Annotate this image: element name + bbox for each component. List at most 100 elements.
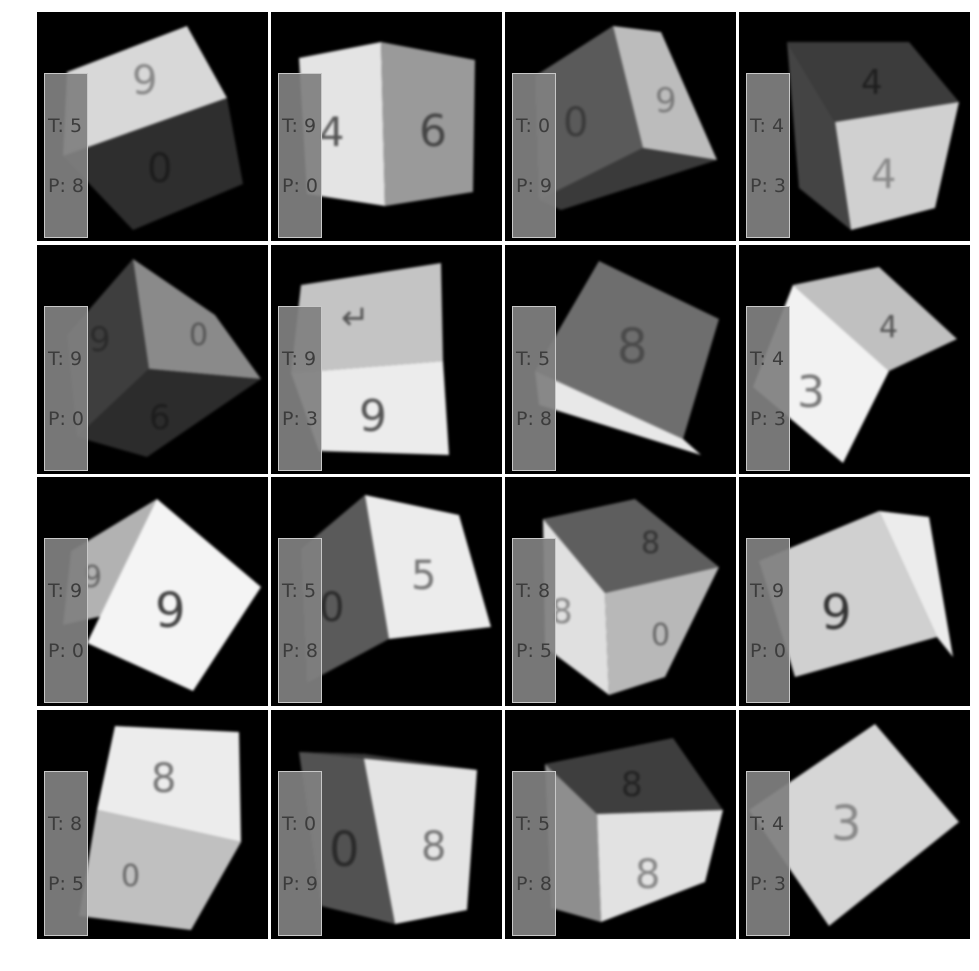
svg-text:9: 9 (655, 81, 677, 121)
cube-image: 8 0 (79, 726, 241, 930)
grid-cell: 9 T: 9 P: 0 (739, 477, 970, 706)
prediction-label: T: 5 P: 8 (278, 538, 323, 703)
svg-text:6: 6 (419, 106, 447, 157)
prediction-label: T: 9 P: 0 (44, 538, 89, 703)
svg-text:0: 0 (319, 585, 344, 631)
true-label: T: 5 (516, 348, 551, 370)
svg-text:5: 5 (411, 553, 436, 599)
cube-image: 0 8 (299, 752, 477, 924)
predicted-label: P: 5 (48, 873, 84, 895)
prediction-label: T: 0 P: 9 (278, 771, 323, 936)
svg-text:0: 0 (147, 146, 172, 192)
svg-text:9: 9 (821, 585, 852, 641)
prediction-label: T: 9 P: 0 (278, 73, 323, 238)
predicted-label: P: 0 (48, 640, 84, 662)
predicted-label: P: 8 (516, 873, 552, 895)
svg-text:↵: ↵ (341, 298, 370, 338)
svg-text:0: 0 (563, 100, 588, 146)
svg-text:0: 0 (651, 618, 670, 653)
svg-text:8: 8 (551, 592, 573, 632)
cube-image: 0 9 (535, 26, 717, 210)
true-label: T: 9 (48, 348, 83, 370)
svg-text:0: 0 (121, 859, 140, 894)
grid-cell: 8 8 0 T: 8 P: 5 (505, 477, 736, 706)
grid-cell: 9 9 T: 9 P: 0 (37, 477, 268, 706)
true-label: T: 8 (48, 813, 83, 835)
svg-text:8: 8 (621, 765, 643, 805)
grid-cell: 0 9 T: 0 P: 9 (505, 12, 736, 241)
predicted-label: P: 5 (516, 640, 552, 662)
true-label: T: 9 (282, 115, 317, 137)
prediction-label: T: 4 P: 3 (746, 771, 791, 936)
svg-text:8: 8 (635, 852, 660, 898)
grid-cell: 0 8 T: 0 P: 9 (271, 710, 502, 939)
true-label: T: 9 (48, 580, 83, 602)
true-label: T: 5 (48, 115, 83, 137)
cube-image: 3 (749, 724, 959, 926)
svg-text:8: 8 (421, 824, 446, 870)
svg-text:0: 0 (189, 318, 208, 353)
prediction-label: T: 5 P: 8 (512, 306, 557, 471)
svg-text:8: 8 (641, 526, 660, 561)
svg-text:4: 4 (871, 152, 896, 198)
svg-text:8: 8 (617, 319, 648, 375)
true-label: T: 0 (282, 813, 317, 835)
svg-text:9: 9 (89, 320, 111, 360)
prediction-label: T: 5 P: 8 (44, 73, 89, 238)
true-label: T: 4 (750, 348, 785, 370)
cube-image-grid: 9 0 T: 5 P: 8 4 6 T: 9 P: 0 0 9 T: 0 (37, 12, 970, 939)
cube-image: 4 4 (787, 42, 959, 230)
predicted-label: P: 9 (282, 873, 318, 895)
prediction-label: T: 8 P: 5 (512, 538, 557, 703)
grid-cell: 9 0 6 T: 9 P: 0 (37, 245, 268, 474)
svg-text:3: 3 (797, 367, 825, 418)
prediction-label: T: 9 P: 3 (278, 306, 323, 471)
true-label: T: 5 (282, 580, 317, 602)
prediction-label: T: 8 P: 5 (44, 771, 89, 936)
prediction-label: T: 9 P: 0 (44, 306, 89, 471)
true-label: T: 4 (750, 813, 785, 835)
svg-text:9: 9 (132, 58, 157, 104)
predicted-label: P: 0 (282, 175, 318, 197)
predicted-label: P: 3 (750, 408, 786, 430)
grid-cell: ↵ 9 T: 9 P: 3 (271, 245, 502, 474)
grid-cell: 4 4 T: 4 P: 3 (739, 12, 970, 241)
svg-text:8: 8 (151, 756, 176, 802)
predicted-label: P: 8 (516, 408, 552, 430)
grid-cell: 0 5 T: 5 P: 8 (271, 477, 502, 706)
grid-cell: 8 8 T: 5 P: 8 (505, 710, 736, 939)
true-label: T: 9 (750, 580, 785, 602)
prediction-label: T: 4 P: 3 (746, 73, 791, 238)
predicted-label: P: 3 (750, 175, 786, 197)
svg-text:6: 6 (149, 398, 171, 438)
cube-image: 8 (535, 261, 719, 455)
grid-cell: 9 0 T: 5 P: 8 (37, 12, 268, 241)
svg-text:4: 4 (319, 110, 344, 156)
prediction-label: T: 4 P: 3 (746, 306, 791, 471)
svg-text:0: 0 (329, 822, 360, 878)
true-label: T: 5 (516, 813, 551, 835)
true-label: T: 0 (516, 115, 551, 137)
cube-image: 9 0 (63, 26, 243, 230)
grid-cell: 4 6 T: 9 P: 0 (271, 12, 502, 241)
grid-cell: 8 0 T: 8 P: 5 (37, 710, 268, 939)
grid-cell: 8 T: 5 P: 8 (505, 245, 736, 474)
predicted-label: P: 3 (750, 873, 786, 895)
svg-text:4: 4 (861, 63, 883, 103)
grid-cell: 4 3 T: 4 P: 3 (739, 245, 970, 474)
predicted-label: P: 9 (516, 175, 552, 197)
cube-image: 0 5 (301, 495, 491, 683)
prediction-label: T: 9 P: 0 (746, 538, 791, 703)
svg-text:9: 9 (155, 583, 186, 639)
svg-text:9: 9 (359, 391, 387, 442)
predicted-label: P: 8 (48, 175, 84, 197)
true-label: T: 9 (282, 348, 317, 370)
svg-text:3: 3 (831, 796, 862, 852)
true-label: T: 4 (750, 115, 785, 137)
prediction-label: T: 0 P: 9 (512, 73, 557, 238)
grid-cell: 3 T: 4 P: 3 (739, 710, 970, 939)
predicted-label: P: 8 (282, 640, 318, 662)
cube-image: ↵ 9 (291, 263, 449, 455)
cube-image: 9 (759, 511, 953, 677)
cube-image: 8 8 0 (543, 499, 719, 695)
